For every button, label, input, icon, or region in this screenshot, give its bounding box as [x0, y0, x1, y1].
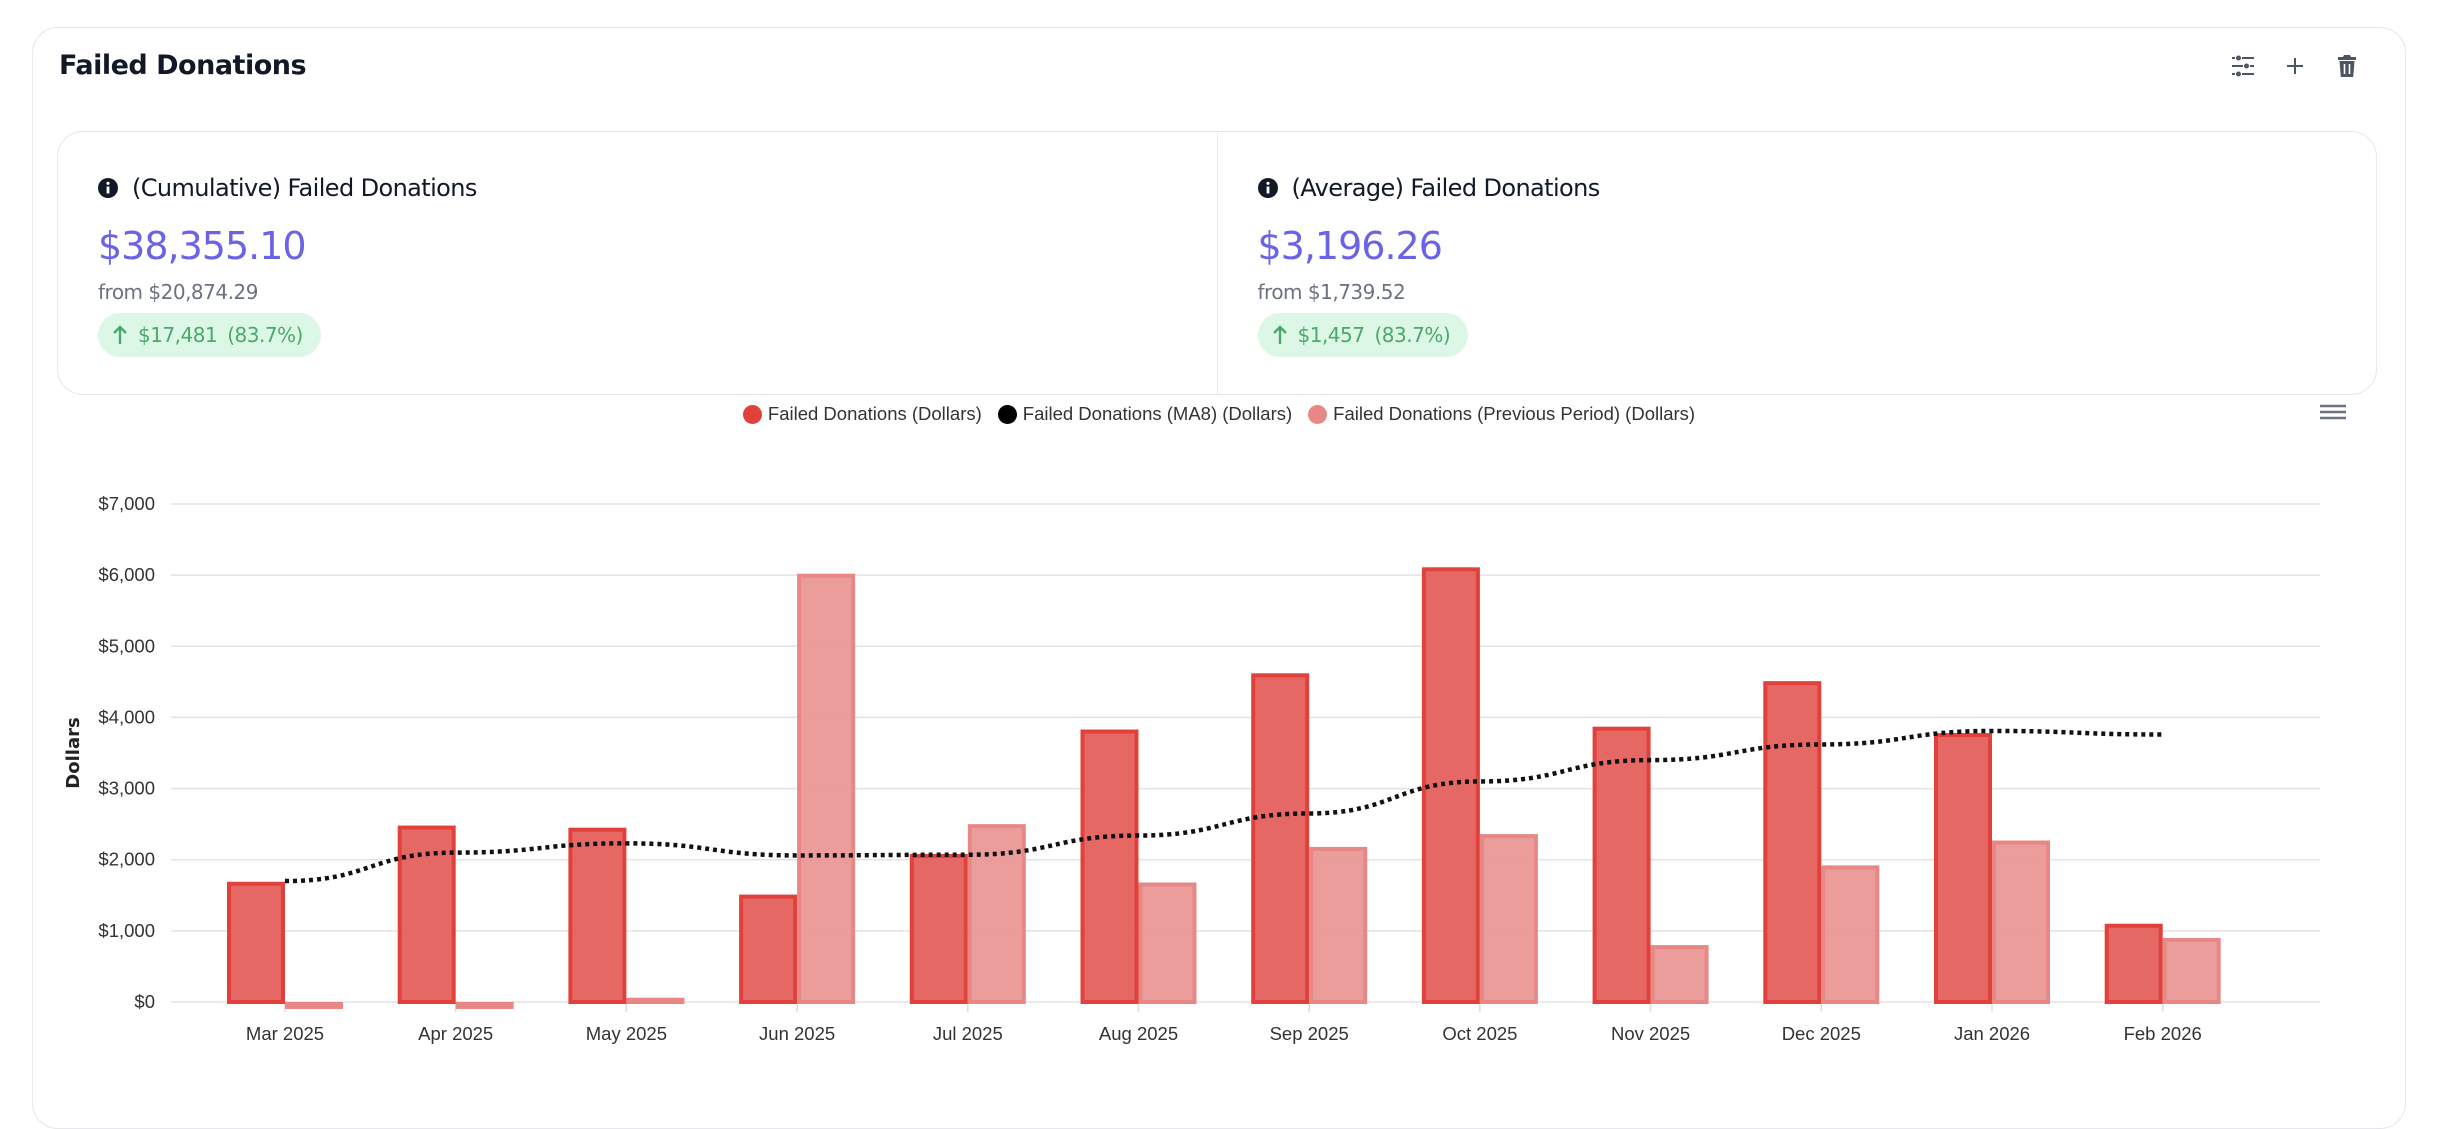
- bar-previous: [797, 573, 856, 1004]
- bar-previous: [1821, 865, 1880, 1004]
- stat-value: $3,196.26: [1257, 224, 1443, 268]
- change-badge: $1,457 (83.7%): [1257, 313, 1469, 357]
- bar-current: [1421, 567, 1480, 1004]
- legend-marker: [1308, 404, 1328, 424]
- legend-item-ma8[interactable]: Failed Donations (MA8) (Dollars): [997, 403, 1293, 425]
- legend-label: Failed Donations (MA8) (Dollars): [1022, 403, 1293, 424]
- x-tick-label: Jan 2026: [1954, 1023, 2030, 1044]
- stats-panel: (Cumulative) Failed Donations $38,355.10…: [57, 131, 2377, 395]
- chart-legend: Failed Donations (Dollars) Failed Donati…: [0, 403, 2438, 425]
- x-tick-label: Aug 2025: [1099, 1023, 1178, 1044]
- x-tick-label: Oct 2025: [1442, 1023, 1517, 1044]
- bar-current: [1080, 729, 1139, 1004]
- plus-icon[interactable]: [2281, 52, 2309, 80]
- legend-label: Failed Donations (Dollars): [767, 403, 982, 424]
- bar-current: [2104, 923, 2163, 1004]
- sliders-icon[interactable]: [2229, 52, 2257, 80]
- bar-previous: [1650, 945, 1709, 1004]
- change-percent: (83.7%): [1374, 323, 1451, 347]
- y-axis-title: Dollars: [63, 717, 84, 788]
- change-percent: (83.7%): [227, 323, 303, 347]
- bar-current: [739, 894, 798, 1004]
- y-tick-label: $5,000: [98, 635, 155, 656]
- stat-label-row: (Average) Failed Donations: [1257, 174, 1601, 202]
- bar-previous: [1992, 840, 2050, 1005]
- bar-current: [227, 881, 285, 1004]
- bar-current: [909, 854, 968, 1004]
- card-toolbar: [2229, 52, 2361, 80]
- stat-previous-value: from $20,874.29: [98, 280, 258, 304]
- bar-previous: [1479, 834, 1538, 1004]
- x-tick-label: Jun 2025: [759, 1023, 835, 1044]
- legend-item-previous[interactable]: Failed Donations (Previous Period) (Doll…: [1308, 403, 1695, 425]
- legend-item-current[interactable]: Failed Donations (Dollars): [742, 403, 982, 425]
- stat-average: (Average) Failed Donations $3,196.26 fro…: [1216, 132, 2377, 394]
- info-icon[interactable]: [98, 178, 118, 198]
- x-tick-label: Feb 2026: [2124, 1023, 2202, 1044]
- x-tick-label: May 2025: [586, 1023, 667, 1044]
- bar-previous: [2162, 937, 2221, 1005]
- chart-menu-icon[interactable]: [2318, 400, 2348, 426]
- y-tick-label: $3,000: [98, 778, 155, 799]
- legend-label: Failed Donations (Previous Period) (Doll…: [1333, 403, 1696, 424]
- x-tick-label: Mar 2025: [246, 1023, 324, 1044]
- card-title: Failed Donations: [59, 50, 307, 81]
- bar-current: [397, 825, 456, 1005]
- y-tick-label: $4,000: [98, 706, 155, 727]
- bar-chart: $0 $1,000 $2,000 $3,000 $4,000 $5,000 $6,000 $7…: [63, 493, 2320, 1044]
- bar-current: [568, 827, 627, 1005]
- y-tick-label: $2,000: [98, 849, 155, 870]
- x-tick-label: Sep 2025: [1270, 1023, 1349, 1044]
- bar-current: [1763, 681, 1822, 1004]
- y-tick-label: $6,000: [98, 564, 155, 585]
- bar-current: [1934, 733, 1992, 1005]
- x-tick-label: Apr 2025: [418, 1023, 493, 1044]
- bar-current: [1592, 726, 1651, 1004]
- stat-label: (Cumulative) Failed Donations: [132, 174, 477, 202]
- bar-previous: [1138, 882, 1197, 1004]
- legend-marker: [997, 404, 1017, 424]
- y-tick-label: $0: [134, 991, 155, 1012]
- stat-label: (Average) Failed Donations: [1291, 174, 1601, 202]
- legend-marker: [742, 404, 762, 424]
- change-amount: $1,457: [1297, 323, 1365, 347]
- bar-previous: [455, 1002, 514, 1009]
- stat-label-row: (Cumulative) Failed Donations: [98, 174, 477, 202]
- y-tick-label: $7,000: [98, 493, 155, 514]
- y-tick-label: $1,000: [98, 920, 155, 941]
- stat-cumulative: (Cumulative) Failed Donations $38,355.10…: [58, 132, 1217, 394]
- trash-icon[interactable]: [2333, 52, 2361, 80]
- stat-value: $38,355.10: [98, 224, 307, 268]
- change-amount: $17,481: [138, 323, 218, 347]
- change-badge: $17,481 (83.7%): [98, 313, 321, 357]
- bar-previous: [626, 997, 685, 1005]
- info-icon[interactable]: [1257, 178, 1278, 198]
- arrow-up-icon: [1272, 325, 1287, 344]
- stat-previous-value: from $1,739.52: [1257, 280, 1406, 304]
- ma8-line: [284, 728, 2163, 884]
- x-tick-label: Dec 2025: [1782, 1023, 1861, 1044]
- bar-previous: [1309, 846, 1368, 1004]
- arrow-up-icon: [113, 325, 127, 344]
- x-tick-label: Nov 2025: [1611, 1023, 1690, 1044]
- bar-current: [1251, 673, 1310, 1004]
- x-tick-label: Jul 2025: [933, 1023, 1003, 1044]
- bar-previous: [285, 1002, 343, 1009]
